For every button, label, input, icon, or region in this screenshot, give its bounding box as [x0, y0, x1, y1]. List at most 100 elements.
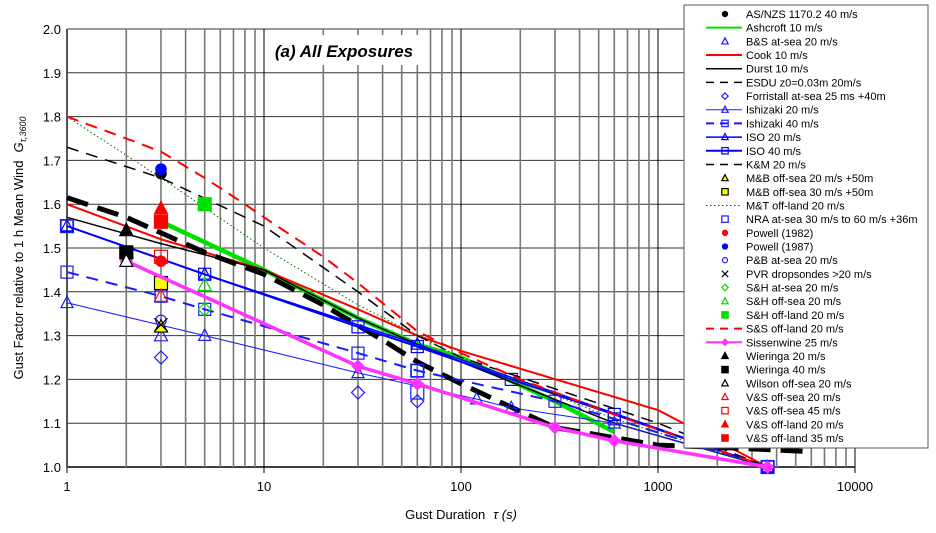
legend-item: K&M 20 m/s	[706, 159, 806, 171]
legend-label: Wilson off-sea 20 m/s	[746, 378, 852, 390]
legend-label: S&H off-land 20 m/s	[746, 310, 845, 322]
legend-marker-circle-icon	[721, 10, 729, 18]
legend-item: S&S off-land 20 m/s	[706, 324, 844, 336]
series-line	[125, 259, 768, 469]
legend-item: Cook 10 m/s	[706, 50, 808, 62]
legend-marker-circle-icon	[721, 257, 729, 264]
data-point	[197, 276, 213, 292]
legend-item: ESDU z0=0.03m 20m/s	[706, 77, 862, 89]
legend-label: Powell (1987)	[746, 242, 813, 254]
legend-marker-square-icon	[721, 311, 729, 319]
legend-marker-triangle-icon	[720, 351, 730, 360]
legend-item: M&B off-sea 20 m/s +50m	[720, 173, 873, 185]
legend-marker-diamond-icon	[720, 92, 730, 101]
data-point	[60, 294, 74, 309]
legend-label: Sissenwine 25 m/s	[746, 337, 838, 349]
legend-label: Ishizaki 40 m/s	[746, 118, 819, 130]
y-tick-label: 1.9	[43, 66, 61, 81]
legend-label: Powell (1982)	[746, 228, 813, 240]
legend-label: S&S off-land 20 m/s	[746, 324, 844, 336]
y-tick-label: 1.0	[43, 460, 61, 475]
legend-marker-diamond-icon	[720, 283, 730, 292]
legend-label: Wieringa 40 m/s	[746, 365, 826, 377]
data-point	[351, 320, 365, 334]
legend-label: B&S at-sea 20 m/s	[746, 36, 838, 48]
legend-marker-circle-icon	[721, 229, 729, 236]
legend-label: M&T off-land 20 m/s	[746, 200, 845, 212]
series-b-s-at-sea-20-m-s	[153, 327, 169, 342]
data-point	[155, 163, 167, 175]
legend-label: V&S off-sea 45 m/s	[746, 406, 841, 418]
legend-label: V&S off-land 35 m/s	[746, 433, 844, 445]
x-tick-label: 10	[257, 479, 271, 494]
legend-item: Ishizaki 40 m/s	[706, 118, 819, 130]
data-point	[153, 200, 169, 215]
legend-label: ISO 20 m/s	[746, 132, 802, 144]
series-v-s-off-sea-45-m-s	[153, 249, 169, 264]
data-point	[118, 252, 134, 267]
legend-item: ISO 40 m/s	[706, 146, 802, 158]
legend-item: Powell (1982)	[721, 228, 813, 240]
y-tick-label: 1.5	[43, 241, 61, 256]
legend-marker-triangle-icon	[720, 419, 730, 428]
series-durst-10-m-s	[66, 216, 768, 468]
legend-item: Forristall at-sea 25 ms +40m	[720, 91, 886, 103]
legend-marker-x-icon	[721, 270, 729, 278]
legend-item: NRA at-sea 30 m/s to 60 m/s +36m	[721, 214, 918, 226]
legend-item: V&S off-land 35 m/s	[721, 433, 844, 445]
legend-label: M&B off-sea 30 m/s +50m	[746, 187, 873, 199]
data-point	[410, 339, 424, 354]
series-layer	[59, 115, 812, 475]
x-tick-label: 100	[450, 479, 472, 494]
series-ishizaki-20-m-s	[60, 294, 775, 473]
legend-label: PVR dropsondes >20 m/s	[746, 269, 872, 281]
data-point	[198, 267, 212, 281]
series-pvr-dropsondes-20-m-s	[154, 317, 168, 332]
legend-item: Wilson off-sea 20 m/s	[720, 378, 852, 390]
legend-marker-square-icon	[721, 365, 729, 374]
x-axis-label-text: Gust Duration	[405, 507, 485, 522]
x-axis-label-symbol: τ (s)	[493, 507, 517, 522]
legend-marker-triangle-icon	[720, 392, 730, 401]
series-powell-1987-	[155, 163, 167, 175]
legend-marker-square-icon	[721, 188, 729, 196]
data-point	[60, 265, 74, 279]
x-axis-label: Gust Duration τ (s)	[405, 507, 517, 522]
legend-marker-square-icon	[721, 406, 729, 415]
series-line	[66, 271, 768, 468]
legend-label: Cook 10 m/s	[746, 50, 808, 62]
series-esdu-z0-0-03m-20m-s	[66, 195, 812, 455]
title-background	[268, 35, 420, 65]
y-tick-label: 1.8	[43, 110, 61, 125]
legend-item: ISO 20 m/s	[706, 132, 802, 144]
legend-label: AS/NZS 1170.2 40 m/s	[746, 9, 858, 21]
y-tick-label: 2.0	[43, 22, 61, 37]
series-wilson-off-sea-20-m-s	[118, 252, 134, 267]
data-point	[59, 219, 75, 234]
legend-label: S&H off-sea 20 m/s	[746, 296, 842, 308]
data-point	[154, 317, 168, 332]
y-tick-label: 1.4	[43, 285, 61, 300]
legend-marker-square-icon	[721, 146, 729, 155]
y-axis-label-text: Gust Factor relative to 1 h Mean Wind	[11, 161, 26, 380]
legend: AS/NZS 1170.2 40 m/s Ashcroft 10 m/sB&S a…	[683, 4, 929, 449]
data-point	[548, 420, 562, 435]
y-axis-label-subscript: τ,3600	[18, 117, 28, 143]
y-tick-label: 1.3	[43, 329, 61, 344]
y-axis-label-symbol: G	[11, 142, 26, 152]
y-axis-ticks: 1.0 1.1 1.2 1.3 1.4 1.5 1.6 1.7 1.8 1.9 2.0	[43, 22, 61, 475]
series-v-s-off-sea-20-m-s	[153, 287, 169, 302]
legend-item: Ashcroft 10 m/s	[706, 23, 823, 35]
data-point	[410, 376, 425, 391]
x-axis-ticks: 1 10 100 1000 10000	[63, 479, 873, 494]
legend-item: M&B off-sea 30 m/s +50m	[721, 187, 873, 199]
y-tick-label: 1.2	[43, 372, 61, 387]
legend-item: Ishizaki 20 m/s	[706, 105, 819, 117]
legend-marker-square-icon	[721, 119, 729, 128]
legend-marker-triangle-icon	[720, 104, 730, 113]
data-point	[607, 415, 622, 429]
chart-title: (a) All Exposures	[275, 42, 413, 61]
series-v-s-off-land-35-m-s	[153, 214, 169, 229]
series-line	[66, 203, 769, 468]
series-powell-1982-	[155, 255, 167, 267]
